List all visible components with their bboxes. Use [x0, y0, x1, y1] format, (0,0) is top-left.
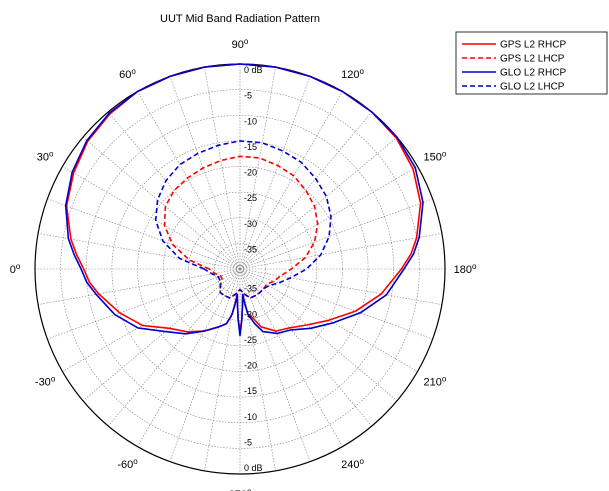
radial-label-upper: -15	[244, 142, 257, 152]
grid-spoke	[62, 166, 241, 270]
grid-spoke	[239, 268, 442, 305]
radial-label-lower: -35	[244, 284, 257, 294]
grid-spoke	[82, 136, 241, 270]
grid-spoke	[239, 76, 311, 270]
chart-title: UUT Mid Band Radiation Pattern	[160, 13, 320, 25]
grid-spoke	[169, 268, 241, 462]
radial-labels: 0 dB -5 -10 -15 -20 -25 -30 -35 0 dB -5 -10 -15 -20 -…	[244, 65, 263, 473]
radial-label-upper: -25	[244, 193, 257, 203]
angle-label--60: -60o	[117, 457, 138, 471]
grid-spoke	[137, 268, 241, 447]
series-line-1	[163, 155, 319, 299]
radial-label-lower: -5	[244, 437, 252, 447]
grid-ring	[214, 243, 266, 295]
grid-spoke	[239, 268, 311, 462]
grid-spoke	[239, 91, 343, 270]
grid-spoke	[239, 136, 398, 270]
angle-label-210: 210o	[423, 375, 446, 389]
angle-label-240: 240o	[341, 457, 364, 471]
series-line-2	[64, 63, 424, 337]
grid-ring	[162, 191, 318, 347]
grid-spoke	[239, 268, 373, 427]
angle-label-150: 150o	[423, 150, 446, 164]
grid-spoke	[47, 268, 241, 340]
grid-spoke	[239, 233, 442, 270]
grid-spoke	[38, 268, 241, 305]
series-layer	[64, 63, 424, 337]
grid-spoke	[82, 268, 241, 402]
grid-spoke	[107, 111, 241, 270]
radial-label-upper: -5	[244, 91, 252, 101]
grid-spoke	[204, 67, 241, 270]
legend-label-0: GPS L2 RHCP	[500, 40, 566, 51]
grid-spoke	[239, 166, 418, 270]
angle-label-270: 270o	[229, 487, 252, 491]
angle-label-60: 60o	[119, 67, 136, 81]
radial-label-upper: -20	[244, 168, 257, 178]
radial-label-lower: -30	[244, 309, 257, 319]
grid-spoke	[62, 268, 241, 372]
grid-spoke	[239, 111, 373, 270]
grid-spoke	[107, 268, 241, 427]
legend-box	[455, 31, 608, 95]
grid-spoke	[239, 67, 276, 270]
angle-label-120: 120o	[341, 67, 364, 81]
grid-spoke	[239, 268, 433, 340]
radial-label-lower: -20	[244, 361, 257, 371]
grid-spoke	[239, 268, 343, 447]
angle-label-0: 0o	[10, 262, 21, 276]
angle-label--30: -30o	[35, 375, 56, 389]
grid-spoke	[38, 233, 241, 270]
radial-label-upper: -30	[244, 219, 257, 229]
radial-label-lower: -25	[244, 335, 257, 345]
radial-label-lower: -15	[244, 386, 257, 396]
radial-label-lower: 0 dB	[244, 463, 263, 473]
radial-label-lower: -10	[244, 412, 257, 422]
grid-ring	[60, 89, 420, 449]
grid-spoke	[137, 91, 241, 270]
angle-label-90: 90o	[232, 37, 249, 51]
legend-label-3: GLO L2 LHCP	[500, 82, 565, 93]
grid-spoke	[204, 268, 241, 471]
legend-label-2: GLO L2 RHCP	[500, 68, 566, 79]
legend-label-1: GPS L2 LHCP	[500, 54, 565, 65]
grid-spoke	[169, 76, 241, 270]
radial-label-upper: 0 dB	[244, 65, 263, 75]
grid-spoke	[239, 268, 276, 471]
radial-label-upper: -35	[244, 244, 257, 254]
angle-label-30: 30o	[37, 150, 54, 164]
radial-label-upper: -10	[244, 116, 257, 126]
legend: GPS L2 RHCP GPS L2 LHCP GLO L2 RHCP GLO L2 …	[455, 31, 608, 95]
grid-spoke	[239, 198, 433, 270]
angle-label-180: 180o	[454, 262, 477, 276]
grid-spoke	[239, 268, 398, 402]
grid-spoke	[47, 198, 241, 270]
